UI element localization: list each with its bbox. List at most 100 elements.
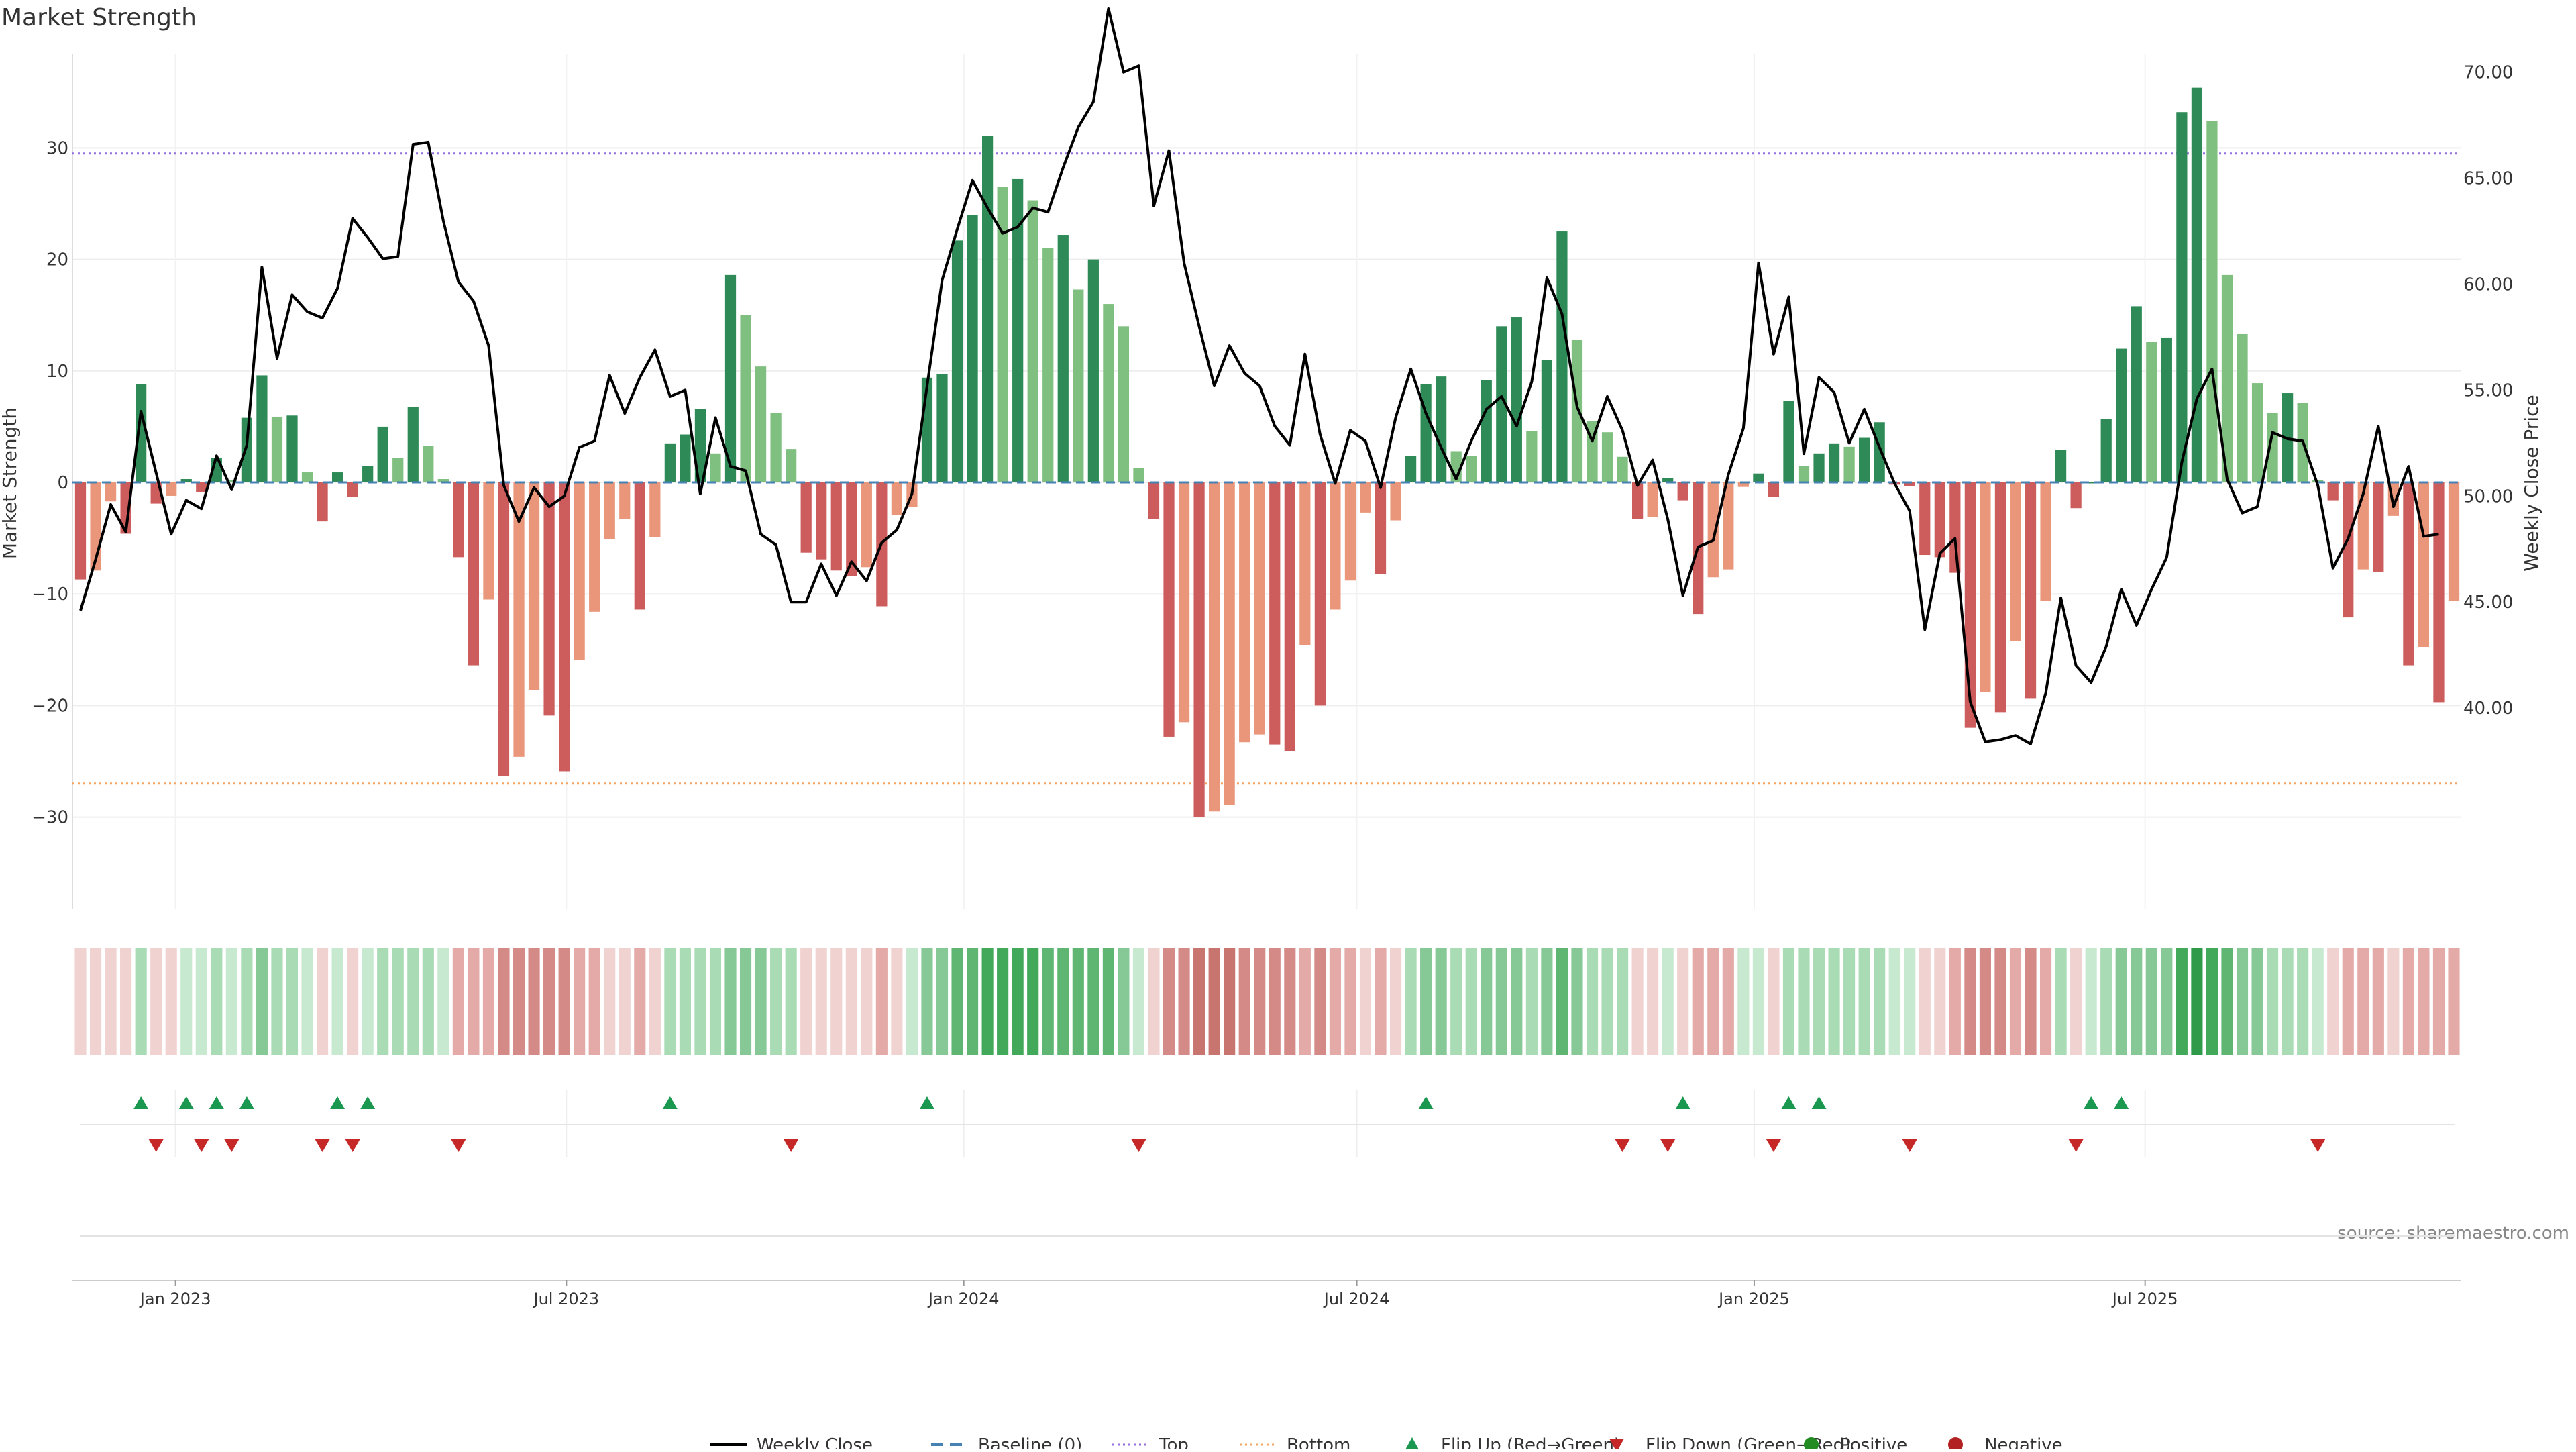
strength-bar: [1436, 376, 1446, 482]
heat-cell: [2070, 948, 2082, 1055]
strength-bar: [1269, 482, 1280, 745]
strength-bar: [1949, 482, 1960, 573]
heat-cell: [2100, 948, 2112, 1055]
heat-cell: [770, 948, 782, 1055]
flip-down-marker: [1766, 1139, 1781, 1152]
strength-bar: [574, 482, 585, 660]
flip-up-marker: [2114, 1096, 2129, 1109]
heat-cell: [1239, 948, 1250, 1055]
strength-bar: [710, 454, 720, 482]
heat-cell: [1360, 948, 1371, 1055]
strength-bar: [2040, 482, 2051, 601]
left-tick-label: −20: [32, 696, 68, 716]
heat-cell: [1269, 948, 1281, 1055]
heat-cell: [1344, 948, 1356, 1055]
heat-cell: [816, 948, 827, 1055]
heat-cell: [982, 948, 994, 1055]
heat-cell: [1299, 948, 1311, 1055]
strength-bar: [2146, 342, 2157, 482]
strength-bar: [1103, 304, 1114, 482]
strength-bar: [1783, 401, 1794, 482]
strength-bar: [1829, 444, 1839, 482]
strength-bar: [529, 482, 539, 690]
heat-cell: [468, 948, 479, 1055]
heat-cell: [1178, 948, 1189, 1055]
strength-bar: [392, 458, 403, 482]
strength-bar: [1028, 201, 1038, 482]
strength-bar: [649, 482, 660, 537]
heat-cell: [1829, 948, 1840, 1055]
left-tick-label: −30: [32, 808, 68, 828]
heat-cell: [649, 948, 661, 1055]
heat-cell: [1496, 948, 1507, 1055]
heat-cell: [2297, 948, 2308, 1055]
strength-bar: [680, 435, 690, 482]
strength-bar: [665, 444, 676, 482]
heat-cell: [1481, 948, 1492, 1055]
heat-cell: [861, 948, 872, 1055]
heat-cell: [1526, 948, 1538, 1055]
strength-bar: [1133, 468, 1144, 482]
heat-cell: [2282, 948, 2294, 1055]
strength-bar: [332, 472, 343, 482]
heat-cell: [1843, 948, 1855, 1055]
strength-bar: [1012, 179, 1023, 482]
strength-bar: [1239, 482, 1250, 742]
strength-bar: [952, 240, 963, 482]
strength-bar: [2449, 482, 2459, 601]
strength-bar: [347, 482, 358, 497]
strength-bar: [1163, 482, 1174, 737]
heat-cell: [301, 948, 313, 1055]
heat-cell: [724, 948, 736, 1055]
strength-bar: [166, 482, 176, 496]
legend-label: Weekly Close: [757, 1435, 873, 1449]
heat-cell: [2206, 948, 2218, 1055]
flip-up-marker: [360, 1096, 375, 1109]
flip-down-marker: [784, 1139, 798, 1152]
strength-bar: [1073, 289, 1083, 482]
strength-bar: [256, 375, 267, 482]
strength-bar: [1285, 482, 1295, 751]
heat-cell: [1737, 948, 1749, 1055]
heat-cell: [528, 948, 539, 1055]
heat-cell: [1254, 948, 1265, 1055]
heat-cell: [1163, 948, 1175, 1055]
heat-cell: [271, 948, 282, 1055]
heat-cell: [362, 948, 374, 1055]
heat-cell: [2448, 948, 2459, 1055]
left-axis-label: Market Strength: [0, 407, 21, 559]
heat-cell: [1964, 948, 1976, 1055]
heat-cell: [407, 948, 419, 1055]
strength-bar: [1678, 482, 1688, 501]
strength-bar: [378, 427, 388, 482]
heat-cell: [786, 948, 797, 1055]
heat-cell: [1330, 948, 1341, 1055]
heat-cell: [1632, 948, 1644, 1055]
heat-cell: [1707, 948, 1719, 1055]
heat-cell: [2357, 948, 2369, 1055]
heat-cell: [286, 948, 298, 1055]
heat-cell: [1994, 948, 2006, 1055]
strength-bar: [831, 482, 842, 570]
heat-cell: [1133, 948, 1144, 1055]
heat-cell: [74, 948, 86, 1055]
flip-down-marker: [224, 1139, 239, 1152]
legend-swatch-flip-up: [1405, 1437, 1419, 1449]
legend-item: Flip Up (Red→Green): [1405, 1435, 1621, 1449]
strength-bar: [1042, 248, 1053, 482]
heat-cell: [1148, 948, 1159, 1055]
right-tick-label: 40.00: [2463, 698, 2513, 719]
x-tick-label: Jan 2025: [1717, 1290, 1790, 1308]
heat-cell: [105, 948, 117, 1055]
heat-cell: [1753, 948, 1764, 1055]
strength-bar: [2176, 112, 2187, 482]
time-axis: Jan 2023 Jul 2023 Jan 2024 Jul 2024 Jan 2025…: [72, 1280, 2461, 1308]
heat-cell: [1390, 948, 1401, 1055]
legend-label: Flip Up (Red→Green): [1441, 1435, 1621, 1449]
heat-cell: [634, 948, 645, 1055]
heat-cell: [1224, 948, 1235, 1055]
strength-bar: [2328, 482, 2339, 501]
strength-bar: [1058, 235, 1069, 482]
left-tick-label: 0: [57, 473, 68, 493]
heat-cell: [241, 948, 252, 1055]
